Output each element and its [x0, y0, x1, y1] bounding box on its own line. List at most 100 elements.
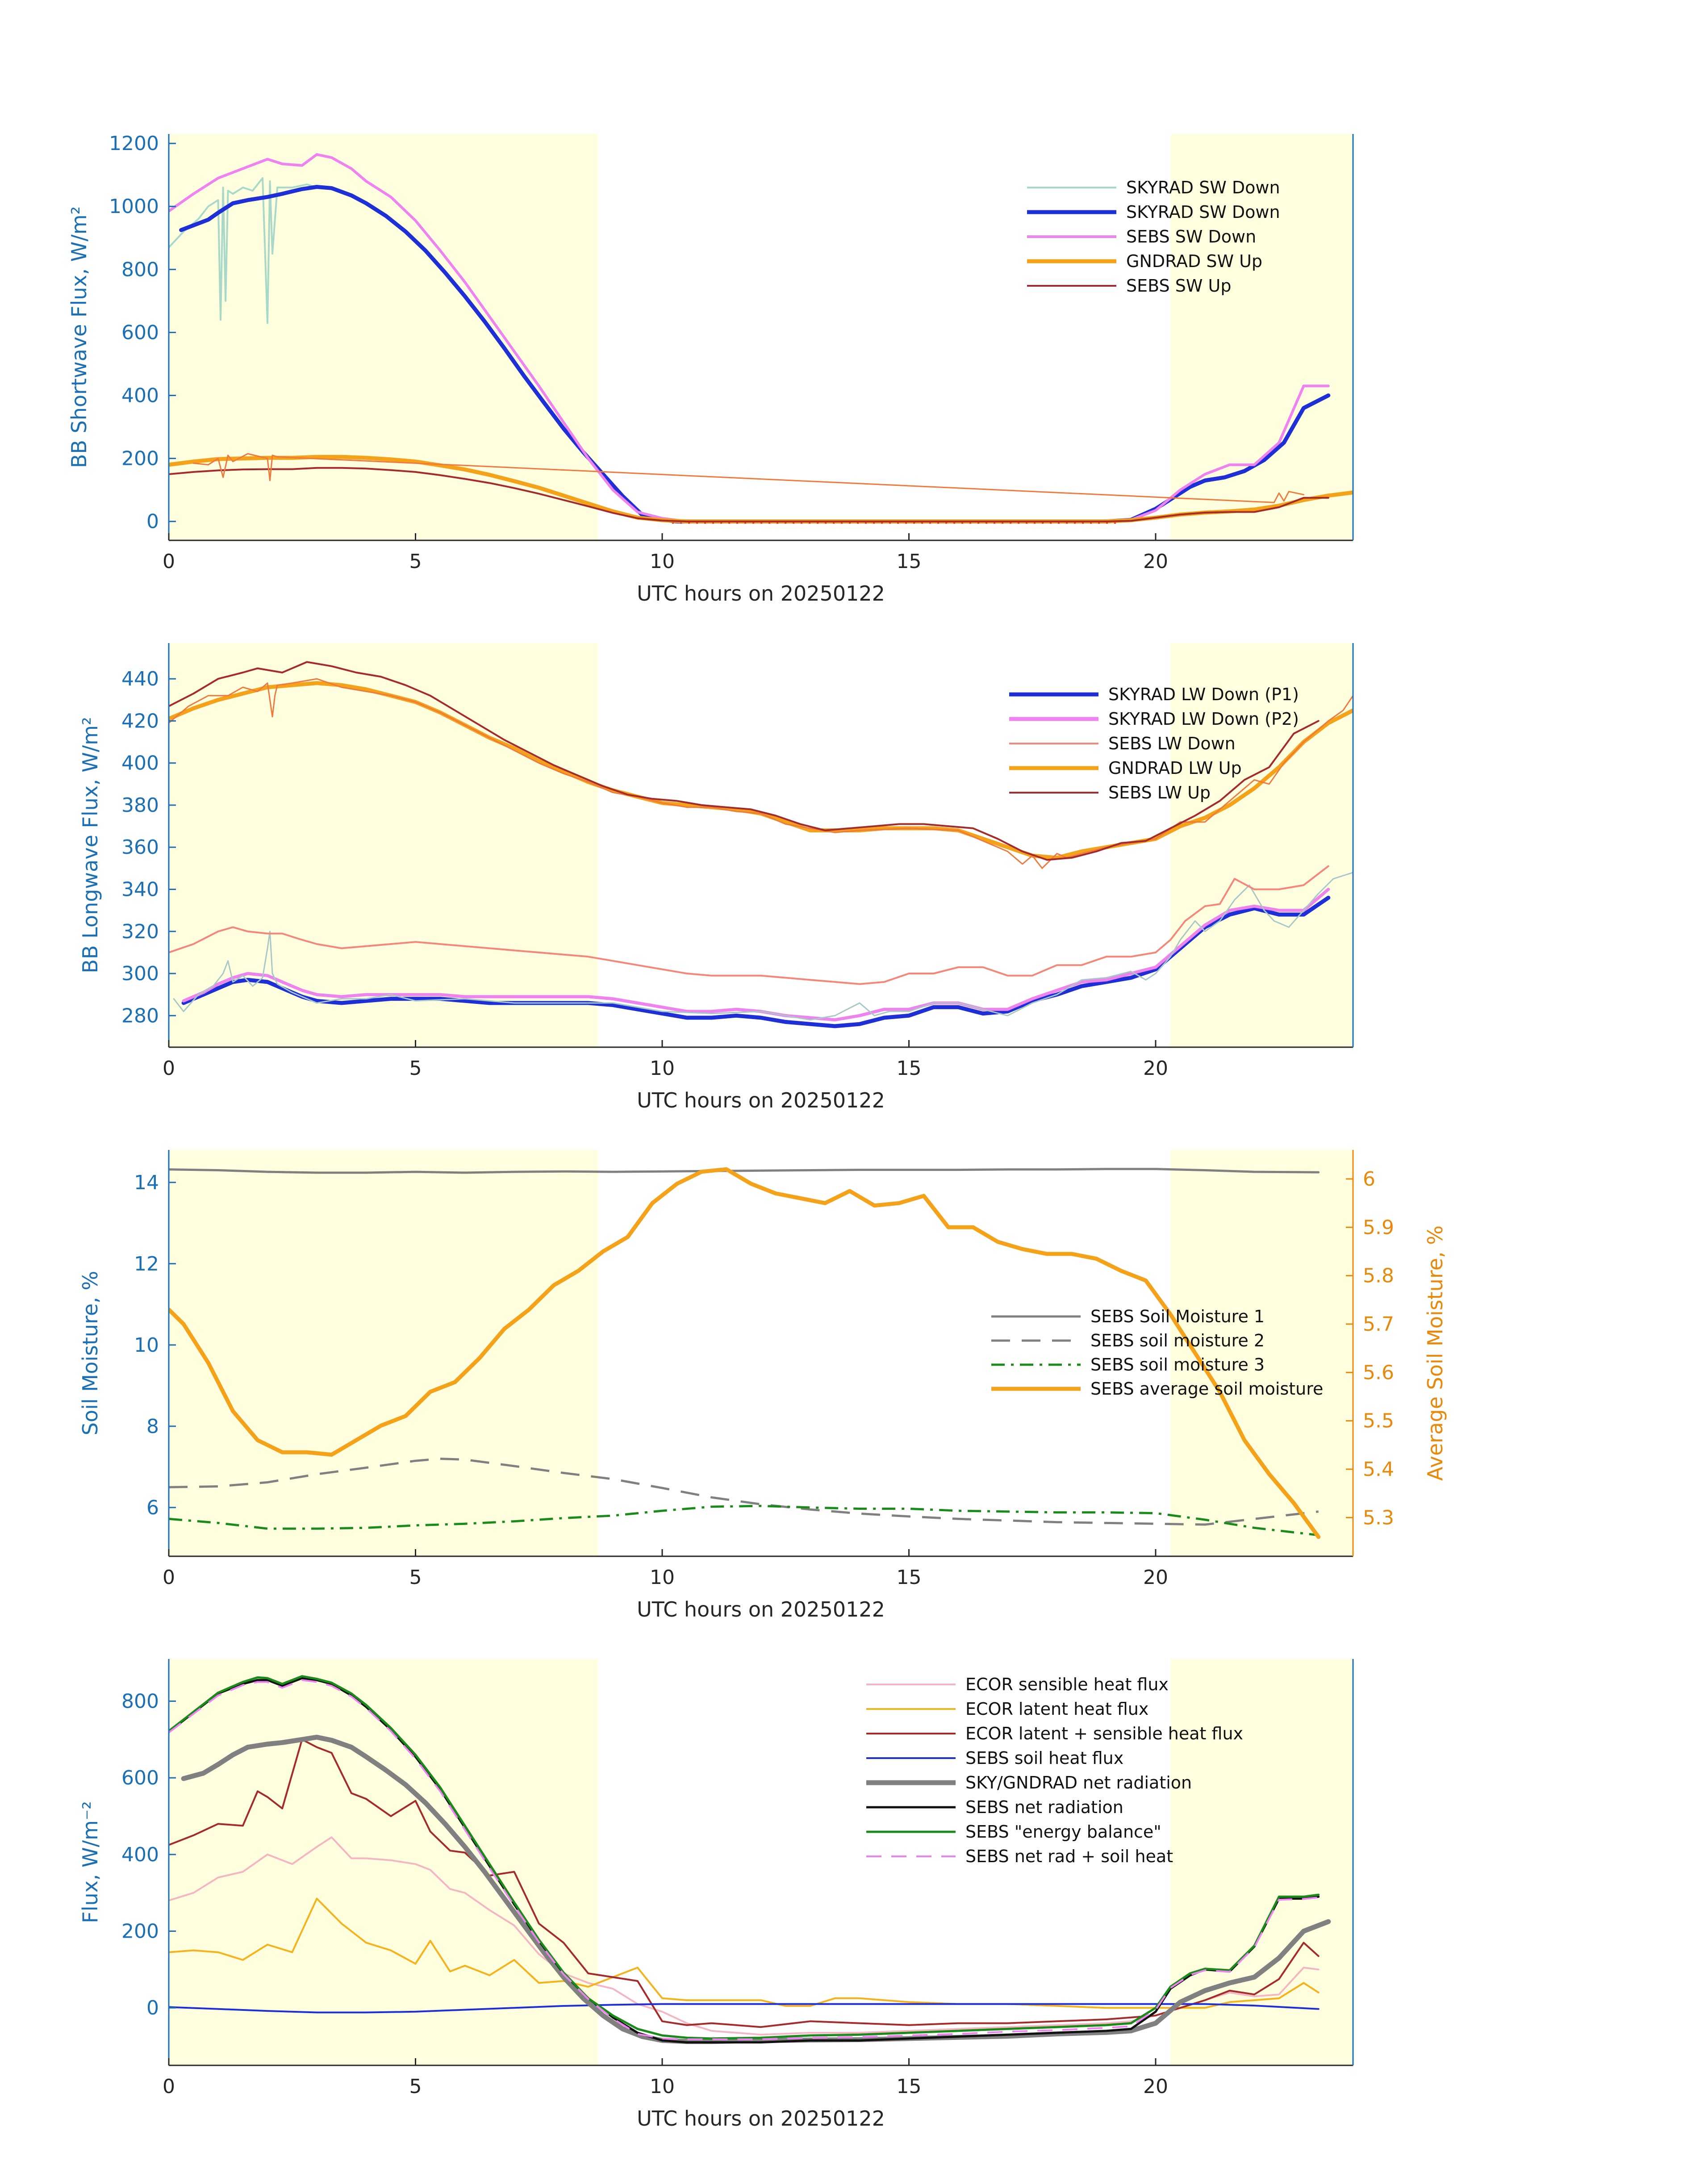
legend-label: ECOR latent heat flux — [965, 1699, 1148, 1719]
legend: SKYRAD SW Down SKYRAD SW Down SEBS SW Down… — [1027, 178, 1280, 296]
legend-label: GNDRAD LW Up — [1108, 758, 1242, 778]
y-axis-label: Flux, W/m⁻² — [78, 1801, 102, 1923]
y-right-tick-label: 6 — [1363, 1168, 1375, 1191]
shaded-region — [1170, 134, 1353, 540]
y-axis-label: Soil Moisture, % — [78, 1271, 102, 1435]
x-axis-label: UTC hours on 20250122 — [637, 581, 885, 606]
legend-label: ECOR latent + sensible heat flux — [965, 1724, 1243, 1743]
x-axis-label: UTC hours on 20250122 — [637, 1597, 885, 1621]
series-group — [169, 153, 1353, 524]
series-group — [169, 1675, 1331, 2044]
series-line-aux-2 — [173, 872, 1353, 1021]
legend-label: SEBS soil moisture 3 — [1090, 1355, 1265, 1375]
legend-label: SKYRAD SW Down — [1126, 202, 1280, 222]
y-tick-label: 14 — [134, 1171, 159, 1194]
y-tick-label: 0 — [146, 1997, 159, 2019]
series-line-sebs-net-radiation — [169, 1677, 1320, 2043]
y-right-tick-label: 5.5 — [1363, 1410, 1394, 1433]
series-line-sebs-sw-down — [169, 153, 1330, 523]
y-tick-label: 800 — [121, 1690, 159, 1713]
x-tick-label: 15 — [897, 2075, 922, 2098]
y-tick-label: 420 — [121, 710, 159, 732]
y-tick-label: 360 — [121, 836, 159, 859]
x-tick-label: 20 — [1143, 550, 1168, 573]
legend-label: SEBS SW Up — [1126, 276, 1231, 296]
x-tick-label: 20 — [1143, 1566, 1168, 1589]
series-line-sebs-lw-down — [169, 865, 1329, 985]
legend-label: SEBS net rad + soil heat — [965, 1847, 1173, 1866]
legend-label: SEBS LW Down — [1108, 734, 1236, 753]
y-right-tick-label: 5.9 — [1363, 1216, 1394, 1239]
x-tick-label: 15 — [897, 550, 922, 573]
legend-label: SEBS SW Down — [1126, 227, 1256, 247]
x-tick-label: 0 — [163, 1566, 175, 1589]
y-tick-label: 600 — [121, 321, 159, 344]
series-line-sebs-soil-moisture-3 — [169, 1504, 1319, 1537]
shaded-region — [1170, 643, 1353, 1047]
shaded-region — [169, 643, 598, 1047]
x-tick-label: 0 — [163, 1057, 175, 1080]
y-tick-label: 10 — [134, 1334, 159, 1357]
y-tick-label: 400 — [121, 752, 159, 775]
shaded-region — [1170, 1150, 1353, 1556]
series-line-sebs-net-rad-soil-heat — [169, 1679, 1319, 2040]
legend-label: SEBS net radiation — [965, 1797, 1123, 1817]
legend-label: SEBS "energy balance" — [965, 1822, 1161, 1842]
y-tick-label: 340 — [121, 878, 159, 901]
series-line-sky-gndrad-net-radiation — [181, 1734, 1331, 2044]
y-tick-label: 440 — [121, 668, 159, 690]
legend-label: SKYRAD SW Down — [1126, 178, 1280, 197]
x-tick-label: 10 — [650, 2075, 675, 2098]
legend: SKYRAD LW Down (P1) SKYRAD LW Down (P2) SE… — [1009, 685, 1299, 802]
y-tick-label: 1000 — [109, 195, 159, 218]
y-right-tick-label: 5.8 — [1363, 1265, 1394, 1287]
series-line-sebs-energy-balance- — [169, 1675, 1320, 2040]
x-tick-label: 15 — [897, 1057, 922, 1080]
y-tick-label: 8 — [146, 1415, 159, 1438]
y-tick-label: 320 — [121, 920, 159, 943]
series-line-aux-6 — [192, 453, 1304, 503]
y-tick-label: 1200 — [109, 132, 159, 155]
x-tick-label: 5 — [409, 2075, 422, 2098]
series-line-skyrad-lw-down-p1- — [181, 895, 1331, 1028]
series-line-sebs-soil-heat-flux — [169, 2003, 1320, 2014]
x-axis-label: UTC hours on 20250122 — [637, 2106, 885, 2131]
y-tick-label: 300 — [121, 962, 159, 985]
x-tick-label: 20 — [1143, 1057, 1168, 1080]
x-tick-label: 10 — [650, 1566, 675, 1589]
y-tick-label: 380 — [121, 794, 159, 817]
x-tick-label: 5 — [409, 1566, 422, 1589]
legend-label: ECOR sensible heat flux — [965, 1675, 1169, 1694]
y-right-tick-label: 5.3 — [1363, 1506, 1394, 1529]
y-tick-label: 280 — [121, 1004, 159, 1027]
shaded-region — [1170, 1659, 1353, 2065]
y-tick-label: 200 — [121, 1920, 159, 1943]
series-line-sebs-soil-moisture-2 — [169, 1458, 1319, 1526]
legend-label: SEBS Soil Moisture 1 — [1090, 1307, 1265, 1326]
legend: ECOR sensible heat flux ECOR latent heat … — [866, 1675, 1243, 1866]
x-tick-label: 10 — [650, 1057, 675, 1080]
series-line-sebs-soil-moisture-1 — [169, 1168, 1320, 1174]
shaded-region — [169, 1659, 598, 2065]
y-tick-label: 6 — [146, 1496, 159, 1519]
soil-moisture-chart: 0 5 10 15 20 6 8 10 12 14 5.3 5.4 5.5 5.6 5.7 5.8 5.9 6 Av… — [78, 1150, 1447, 1621]
y-tick-label: 400 — [121, 384, 159, 407]
x-tick-label: 10 — [650, 550, 675, 573]
x-axis-label: UTC hours on 20250122 — [637, 1088, 885, 1112]
legend-label: GNDRAD SW Up — [1126, 251, 1262, 271]
legend-label: SKYRAD LW Down (P2) — [1108, 709, 1299, 729]
x-tick-label: 20 — [1143, 2075, 1168, 2098]
legend-label: SKY/GNDRAD net radiation — [965, 1773, 1192, 1793]
y-tick-label: 800 — [121, 258, 159, 281]
x-tick-label: 0 — [163, 550, 175, 573]
x-tick-label: 0 — [163, 2075, 175, 2098]
series-group — [169, 1167, 1321, 1539]
legend-label: SEBS LW Up — [1108, 783, 1211, 802]
y-right-tick-label: 5.4 — [1363, 1458, 1394, 1481]
series-line-ecor-latent-heat-flux — [169, 1897, 1320, 2009]
series-line-sebs-sw-up — [169, 467, 1329, 522]
x-tick-label: 5 — [409, 550, 422, 573]
